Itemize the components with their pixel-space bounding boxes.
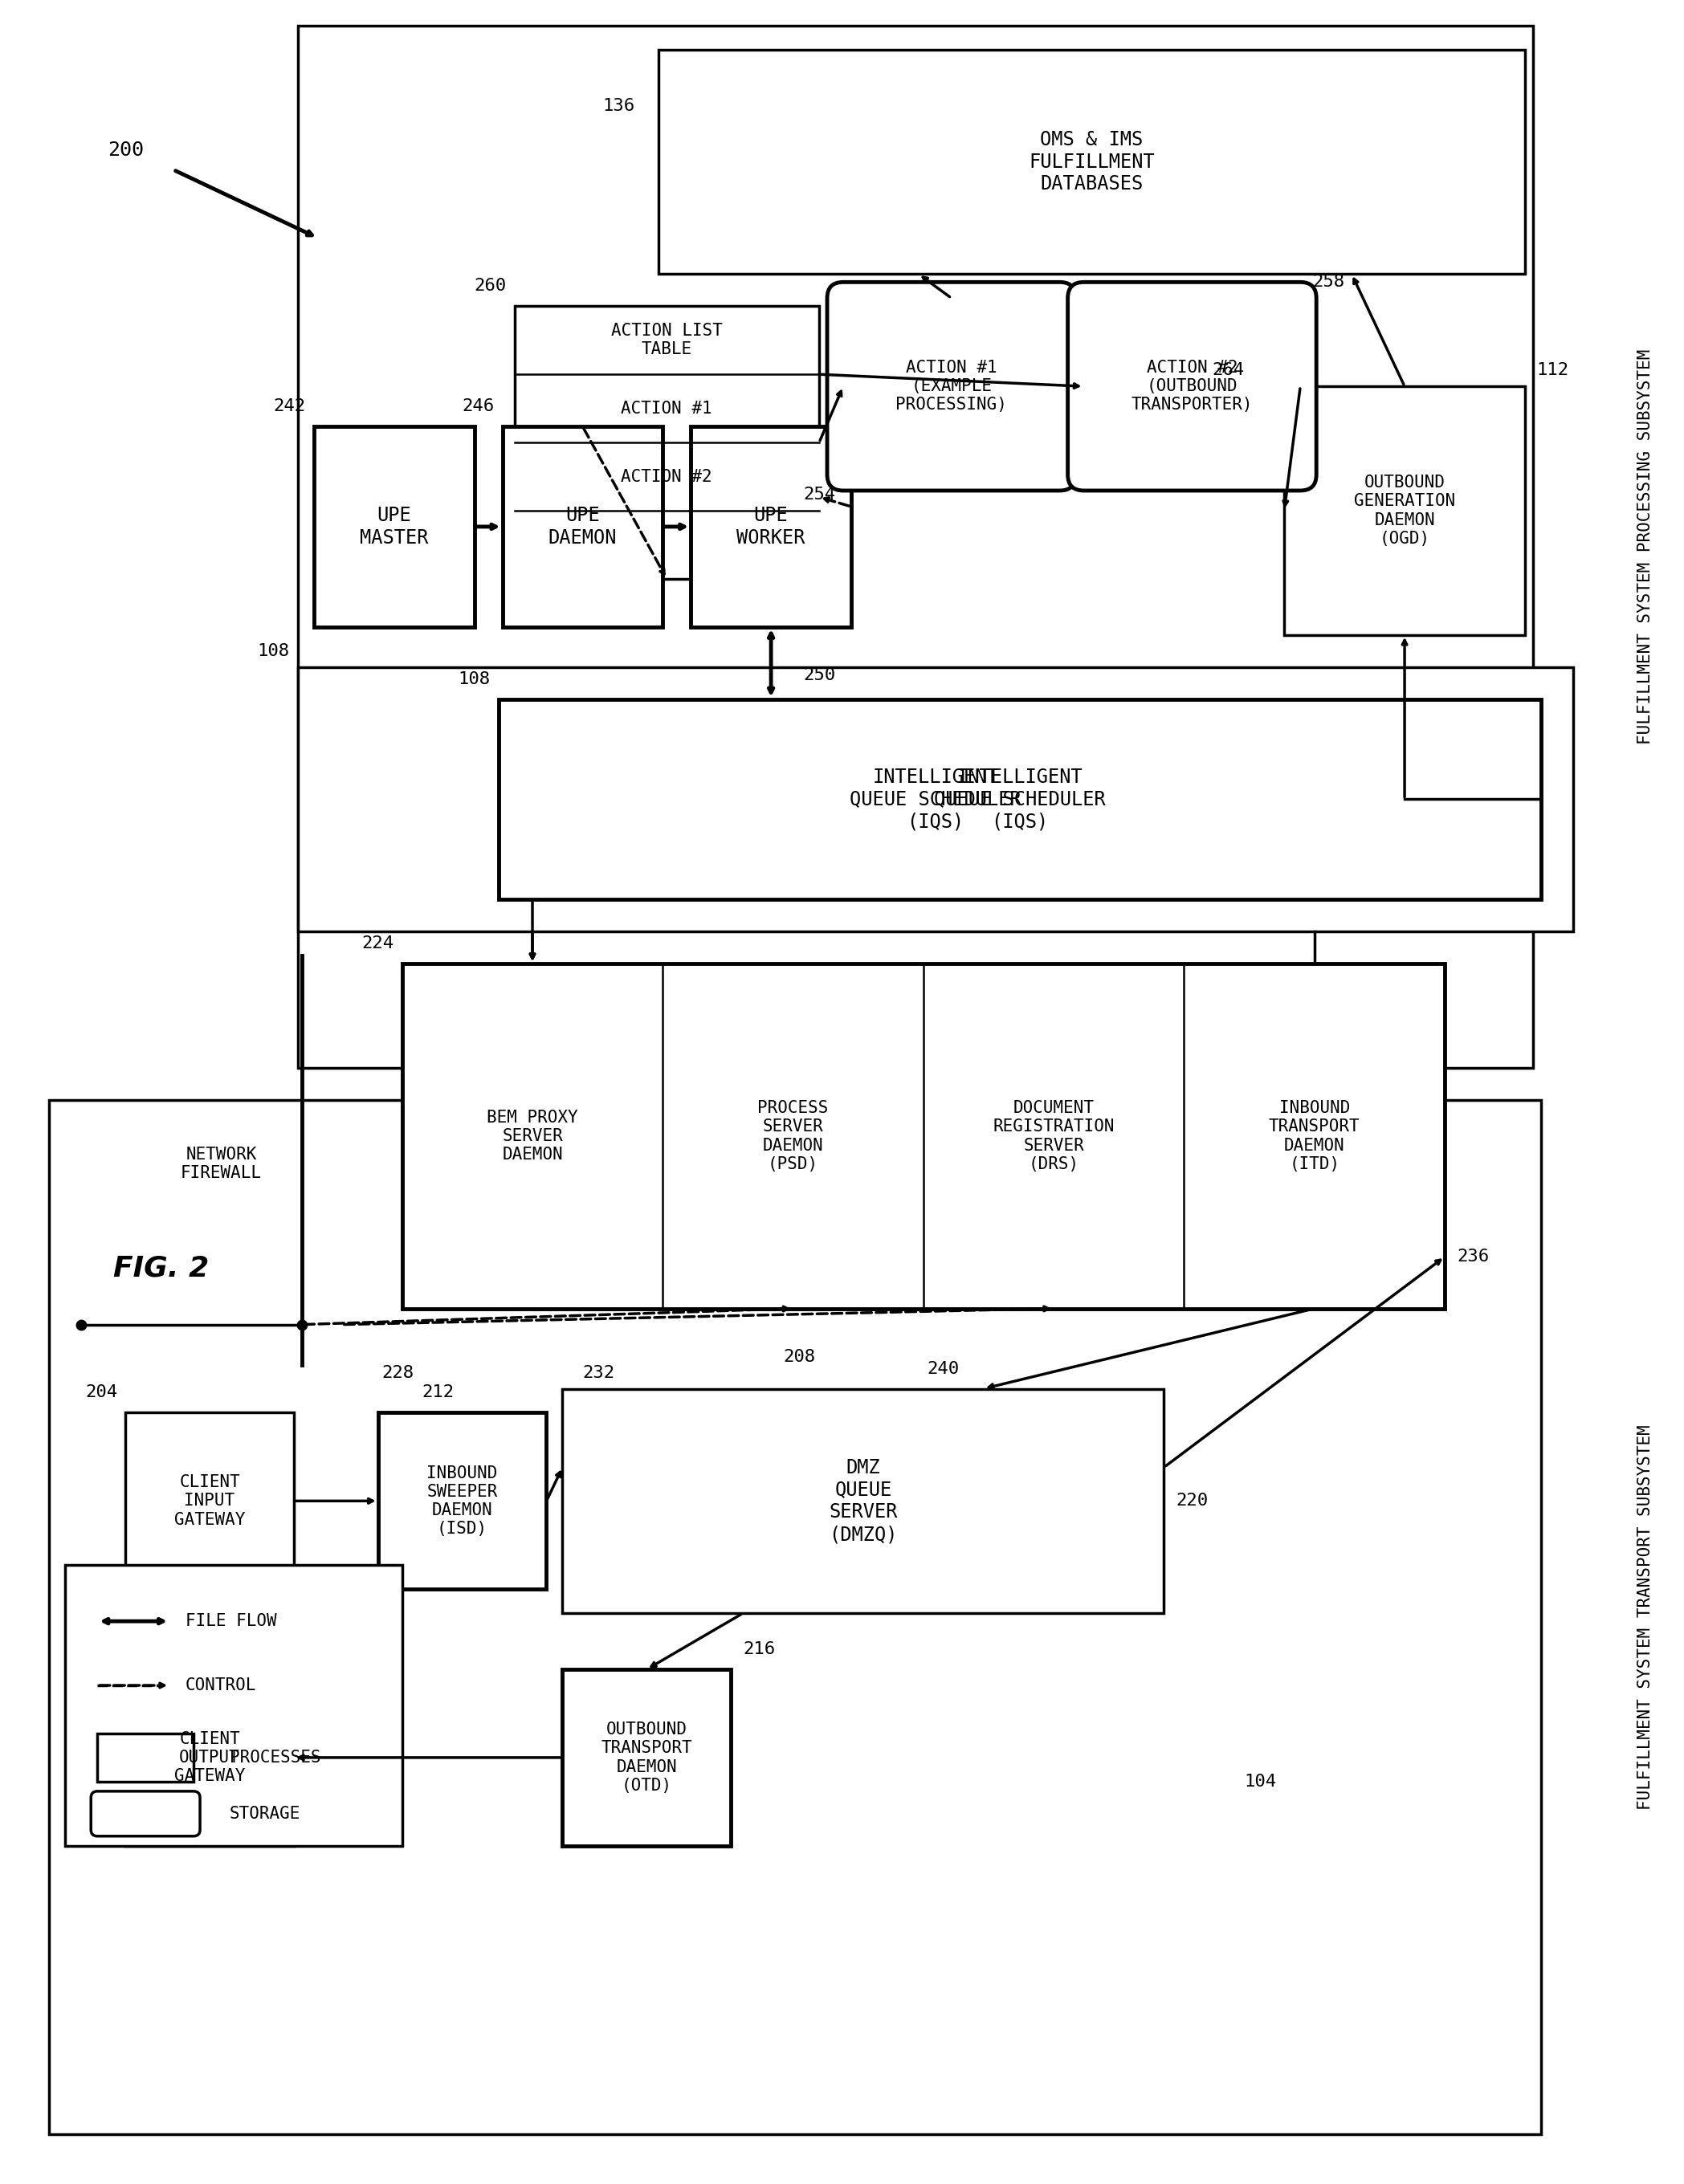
Bar xyxy=(690,426,850,627)
Bar xyxy=(562,1669,731,1845)
Text: 242: 242 xyxy=(273,397,306,415)
Text: INBOUND
SWEEPER
DAEMON
(ISD): INBOUND SWEEPER DAEMON (ISD) xyxy=(426,1465,498,1538)
Text: 254: 254 xyxy=(803,487,835,502)
Text: CLIENT
OUTPUT
GATEWAY: CLIENT OUTPUT GATEWAY xyxy=(173,1732,246,1784)
Text: OUTBOUND
TRANSPORT
DAEMON
(OTD): OUTBOUND TRANSPORT DAEMON (OTD) xyxy=(601,1721,692,1793)
Text: ACTION #1
(EXAMPLE
PROCESSING): ACTION #1 (EXAMPLE PROCESSING) xyxy=(896,360,1007,413)
Text: 216: 216 xyxy=(743,1640,775,1658)
Text: FILE FLOW: FILE FLOW xyxy=(185,1614,276,1629)
Text: FULFILLMENT SYSTEM PROCESSING SUBSYSTEM: FULFILLMENT SYSTEM PROCESSING SUBSYSTEM xyxy=(1637,349,1654,745)
Text: ACTION LIST
TABLE: ACTION LIST TABLE xyxy=(611,323,722,358)
Bar xyxy=(562,1389,1164,1614)
Text: FIG. 2: FIG. 2 xyxy=(113,1256,209,1282)
Text: 228: 228 xyxy=(382,1365,414,1380)
Text: OUTBOUND
GENERATION
DAEMON
(OGD): OUTBOUND GENERATION DAEMON (OGD) xyxy=(1354,474,1455,546)
Text: 204: 204 xyxy=(86,1385,118,1400)
FancyBboxPatch shape xyxy=(1068,282,1317,491)
Text: DMZ
QUEUE
SERVER
(DMZQ): DMZ QUEUE SERVER (DMZQ) xyxy=(829,1459,898,1544)
Text: 236: 236 xyxy=(1457,1249,1489,1265)
Bar xyxy=(125,1413,293,1590)
Text: 224: 224 xyxy=(362,935,394,952)
Text: ACTION #1: ACTION #1 xyxy=(621,400,712,417)
Text: 264: 264 xyxy=(1212,363,1244,378)
Text: 104: 104 xyxy=(1244,1773,1276,1789)
Text: 212: 212 xyxy=(423,1385,455,1400)
Text: ACTION #2: ACTION #2 xyxy=(621,470,712,485)
Bar xyxy=(66,1566,402,1845)
Text: 108: 108 xyxy=(258,642,290,660)
Bar xyxy=(298,26,1532,1068)
Bar xyxy=(298,666,1573,933)
Text: INTELLIGENT
QUEUE SCHEDULER
(IQS): INTELLIGENT QUEUE SCHEDULER (IQS) xyxy=(850,767,1021,832)
FancyBboxPatch shape xyxy=(91,1791,200,1837)
Text: 246: 246 xyxy=(461,397,495,415)
Text: CONTROL: CONTROL xyxy=(185,1677,256,1693)
FancyBboxPatch shape xyxy=(827,282,1076,491)
Text: CLIENT
INPUT
GATEWAY: CLIENT INPUT GATEWAY xyxy=(173,1474,246,1527)
Text: FULFILLMENT SYSTEM TRANSPORT SUBSYSTEM: FULFILLMENT SYSTEM TRANSPORT SUBSYSTEM xyxy=(1637,1424,1654,1811)
Text: 220: 220 xyxy=(1175,1494,1207,1509)
Bar xyxy=(125,1669,293,1845)
Text: 208: 208 xyxy=(783,1348,815,1365)
Text: PROCESS
SERVER
DAEMON
(PSD): PROCESS SERVER DAEMON (PSD) xyxy=(758,1101,829,1173)
Bar xyxy=(402,963,1445,1308)
Bar xyxy=(498,699,1541,900)
Text: DOCUMENT
REGISTRATION
SERVER
(DRS): DOCUMENT REGISTRATION SERVER (DRS) xyxy=(994,1101,1115,1173)
Bar xyxy=(514,306,818,579)
Text: PROCESSES: PROCESSES xyxy=(229,1749,322,1765)
Text: 108: 108 xyxy=(458,670,490,688)
Text: INBOUND
TRANSPORT
DAEMON
(ITD): INBOUND TRANSPORT DAEMON (ITD) xyxy=(1268,1101,1361,1173)
Text: 232: 232 xyxy=(583,1365,615,1380)
Text: INTELLIGENT
QUEUE SCHEDULER
(IQS): INTELLIGENT QUEUE SCHEDULER (IQS) xyxy=(935,767,1105,832)
Text: 250: 250 xyxy=(803,666,835,684)
Bar xyxy=(313,426,475,627)
Bar xyxy=(1285,387,1526,636)
Bar xyxy=(658,50,1526,273)
Text: ACTION #2
(OUTBOUND
TRANSPORTER): ACTION #2 (OUTBOUND TRANSPORTER) xyxy=(1132,360,1253,413)
Text: STORAGE: STORAGE xyxy=(229,1806,301,1821)
Bar xyxy=(377,1413,547,1590)
Text: 112: 112 xyxy=(1537,363,1569,378)
Bar xyxy=(49,1101,1541,2134)
Text: UPE
MASTER: UPE MASTER xyxy=(360,507,428,548)
Text: 260: 260 xyxy=(475,277,507,295)
Text: 200: 200 xyxy=(108,140,143,159)
Text: UPE
DAEMON: UPE DAEMON xyxy=(549,507,616,548)
Text: NETWORK
FIREWALL: NETWORK FIREWALL xyxy=(180,1147,261,1182)
Text: 136: 136 xyxy=(603,98,635,114)
Text: OMS & IMS
FULFILLMENT
DATABASES: OMS & IMS FULFILLMENT DATABASES xyxy=(1029,129,1155,194)
Text: 240: 240 xyxy=(928,1361,960,1376)
Text: UPE
WORKER: UPE WORKER xyxy=(736,507,805,548)
Bar xyxy=(98,1734,194,1782)
Text: 258: 258 xyxy=(1312,273,1344,290)
Bar xyxy=(502,426,663,627)
Text: BEM PROXY
SERVER
DAEMON: BEM PROXY SERVER DAEMON xyxy=(487,1109,578,1162)
